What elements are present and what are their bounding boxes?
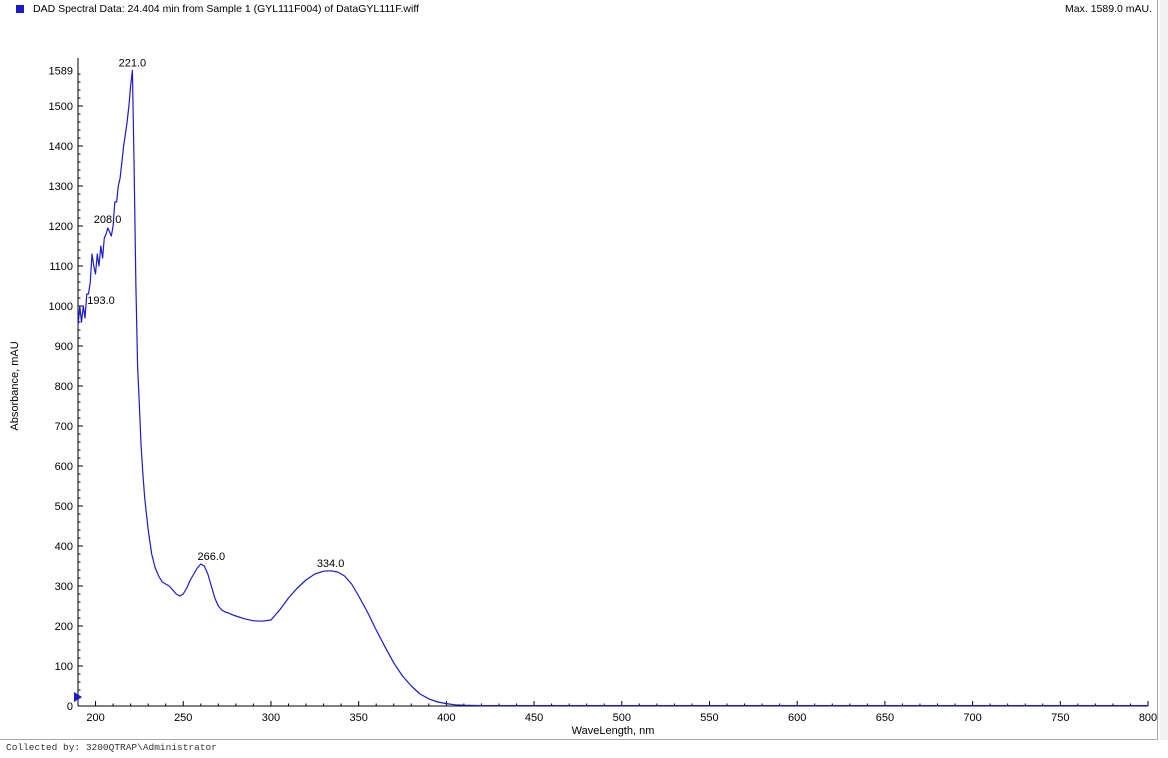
x-tick-label: 650 xyxy=(876,712,894,724)
peak-label: 193.0 xyxy=(87,295,115,307)
y-tick-label: 1100 xyxy=(49,261,73,273)
spectrum-series-line xyxy=(77,69,1148,707)
x-tick-label: 350 xyxy=(349,712,367,724)
max-absorbance-label: Max. 1589.0 mAU. xyxy=(1065,3,1152,15)
chart-header: DAD Spectral Data: 24.404 min from Sampl… xyxy=(0,0,1158,20)
y-tick-label: 400 xyxy=(55,541,73,553)
collected-by-footer: Collected by: 3200QTRAP\Administrator xyxy=(6,742,217,753)
y-tick-label: 100 xyxy=(55,661,73,673)
y-tick-label: 600 xyxy=(55,461,73,473)
peak-label: 208.0 xyxy=(94,214,122,226)
y-tick-label: 500 xyxy=(55,501,73,513)
y-tick-label: 0 xyxy=(67,701,73,713)
y-tick-label: 800 xyxy=(55,381,73,393)
peak-label: 266.0 xyxy=(198,551,226,563)
peak-label: 334.0 xyxy=(317,558,345,570)
x-tick-label: 500 xyxy=(613,712,631,724)
y-tick-label: 300 xyxy=(55,581,73,593)
spectrum-plot: 0 100 200 300 400 500 600 700 800 900 1000 1100 1200… xyxy=(9,57,1157,737)
y-tick-label: 200 xyxy=(55,621,73,633)
peak-label: 221.0 xyxy=(119,57,147,69)
chart-title: DAD Spectral Data: 24.404 min from Sampl… xyxy=(33,3,419,15)
x-tick-label: 250 xyxy=(174,712,192,724)
x-tick-label: 550 xyxy=(700,712,718,724)
x-tick-label: 750 xyxy=(1051,712,1069,724)
x-tick-label: 300 xyxy=(262,712,280,724)
x-axis-label: WaveLength, nm xyxy=(572,725,655,737)
y-axis-label: Absorbance, mAU xyxy=(9,341,21,430)
y-tick-label: 1589 xyxy=(49,65,73,77)
y-tick-label: 1400 xyxy=(49,141,73,153)
x-tick-label: 200 xyxy=(86,712,104,724)
x-tick-label: 450 xyxy=(525,712,543,724)
y-tick-label: 1000 xyxy=(49,301,73,313)
y-tick-label: 700 xyxy=(55,421,73,433)
y-tick-label: 900 xyxy=(55,341,73,353)
y-tick-label: 1200 xyxy=(49,221,73,233)
y-tick-label: 1500 xyxy=(49,101,73,113)
y-tick-label: 1300 xyxy=(49,181,73,193)
spectrum-window: DAD Spectral Data: 24.404 min from Sampl… xyxy=(0,0,1158,740)
x-tick-label: 800 xyxy=(1139,712,1157,724)
origin-marker-icon xyxy=(74,692,82,702)
x-tick-label: 400 xyxy=(437,712,455,724)
vertical-scrollbar[interactable] xyxy=(1160,0,1168,740)
series-legend-marker xyxy=(16,5,24,13)
x-tick-label: 600 xyxy=(788,712,806,724)
x-tick-label: 700 xyxy=(963,712,981,724)
